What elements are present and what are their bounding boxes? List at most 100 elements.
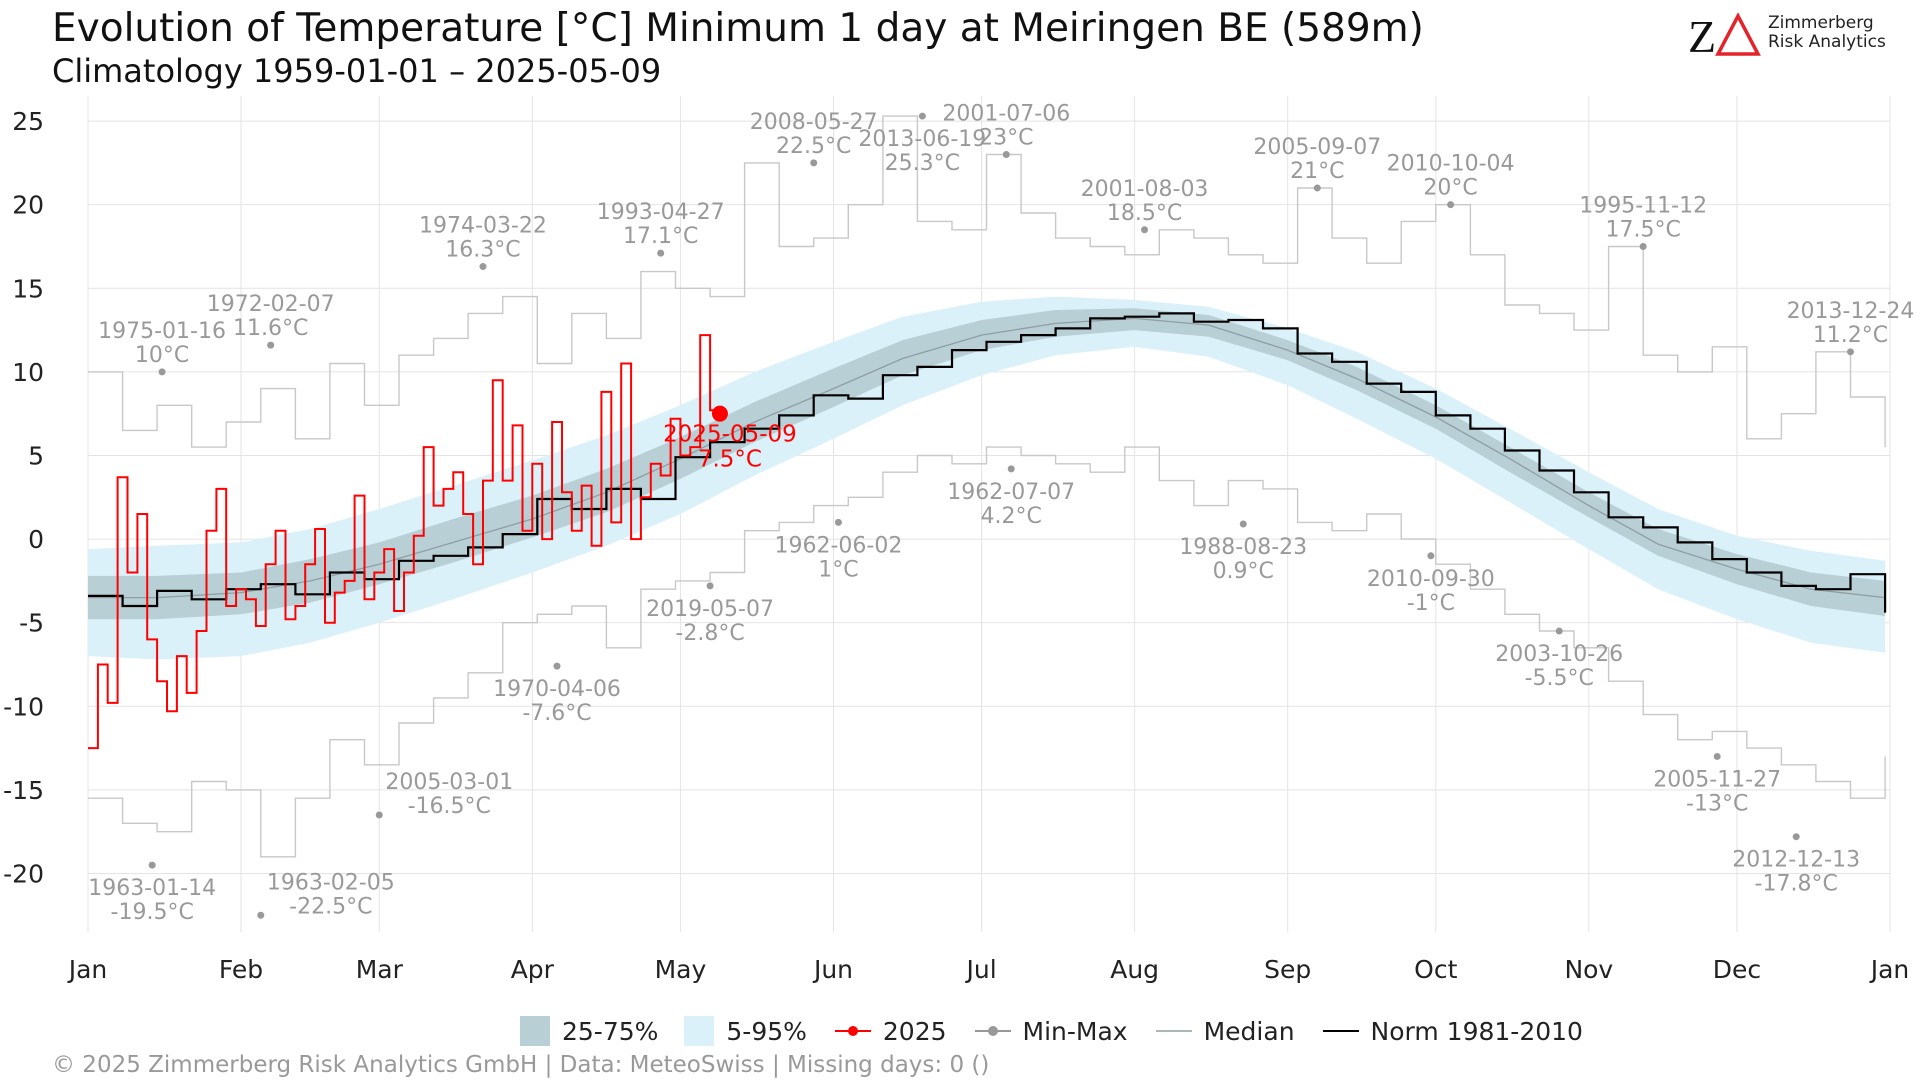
series-2025-last-date: 2025-05-09 [663,422,797,448]
min-max-series [88,115,1886,858]
record-date-label: 2010-09-30 [1367,567,1495,592]
legend-glyph-current [834,1026,871,1036]
record-date-label: 1995-11-12 [1579,193,1707,218]
band-5-95 [88,296,1886,660]
record-value-label: 23°C [979,126,1033,151]
series-2025-last-value: 7.5°C [698,447,762,473]
svg-text:Z: Z [1688,12,1716,58]
record-date-label: 2012-12-13 [1732,848,1860,873]
record-point [706,582,714,590]
y-tick-label: -15 [3,776,44,805]
y-tick-label: 10 [12,358,44,387]
x-tick-label: Jul [965,955,997,984]
y-tick-label: 0 [28,525,44,554]
record-point [1239,520,1247,528]
record-value-label: 0.9°C [1213,559,1274,584]
record-point [1713,752,1721,760]
legend-item-iqr: 25-75% [520,1016,658,1046]
record-point [257,911,265,919]
record-point [1007,465,1015,473]
record-value-label: 1°C [818,557,858,582]
chart-title: Evolution of Temperature [°C] Minimum 1 … [52,6,1424,51]
record-date-label: 2019-05-07 [646,597,774,622]
legend-glyph-norm [1322,1030,1359,1032]
record-date-label: 1962-06-02 [774,533,902,558]
record-value-label: 11.2°C [1813,323,1888,348]
record-date-label: 2005-11-27 [1653,767,1781,792]
record-date-label: 1963-02-05 [267,870,395,895]
y-tick-label: -20 [3,859,44,888]
record-value-label: 18.5°C [1107,201,1182,226]
record-point [1141,226,1149,234]
record-point [1002,151,1010,159]
record-date-label: 2008-05-27 [750,110,878,135]
record-date-label: 1975-01-16 [98,319,226,344]
y-tick-label: 25 [12,107,44,136]
record-value-label: 17.5°C [1605,217,1680,242]
y-tick-label: -5 [19,609,44,638]
record-point [1792,833,1800,841]
y-tick-label: 15 [12,274,44,303]
legend-label-median: Median [1203,1016,1295,1046]
record-point [1555,627,1563,635]
x-tick-label: Nov [1564,955,1613,984]
record-date-label: 2010-10-04 [1387,152,1515,177]
record-value-label: 21°C [1290,159,1344,184]
record-point [1847,348,1855,356]
x-tick-label: May [655,955,707,984]
record-value-label: -7.6°C [522,701,591,726]
legend-label-iqr: 25-75% [562,1016,659,1046]
record-value-label: -13°C [1686,791,1748,816]
record-point [375,811,383,819]
legend-glyph-median [1155,1030,1192,1032]
record-point [918,112,926,120]
series-lines: 2025-05-097.5°C [88,312,1887,750]
legend-label-norm: Norm 1981-2010 [1370,1016,1583,1046]
record-value-label: 16.3°C [445,238,520,263]
record-date-label: 2001-08-03 [1081,177,1209,202]
x-tick-label: Mar [356,955,404,984]
record-date-label: 1962-07-07 [947,480,1075,505]
record-date-label: 2013-12-24 [1787,299,1915,324]
record-value-label: 22.5°C [776,134,851,159]
record-value-label: 10°C [135,343,189,368]
legend-item-median: Median [1154,1017,1295,1046]
y-tick-label: 20 [12,191,44,220]
record-value-label: 17.1°C [623,224,698,249]
record-date-label: 1974-03-22 [419,214,547,239]
x-tick-label: Jan [1869,955,1910,984]
legend-swatch-p90 [684,1016,715,1046]
record-point [158,368,166,376]
record-point [1639,242,1647,250]
record-date-label: 1988-08-23 [1179,535,1307,560]
footer-credit: © 2025 Zimmerberg Risk Analytics GmbH | … [52,1052,990,1078]
legend-item-norm: Norm 1981-2010 [1321,1017,1583,1046]
legend-label-current: 2025 [882,1016,947,1046]
legend-label-minmax: Min-Max [1022,1016,1128,1046]
norm-line [88,312,1887,613]
x-tick-label: Jan [67,955,108,984]
record-point [553,662,561,670]
record-value-label: -22.5°C [289,894,372,919]
x-tick-label: Sep [1264,955,1311,984]
series-2025-line [88,334,721,750]
legend-swatch-iqr [520,1016,550,1046]
record-value-label: -2.8°C [675,621,744,646]
record-date-label: 1972-02-07 [207,292,335,317]
record-point [148,861,156,869]
record-date-label: 2005-09-07 [1253,135,1381,160]
x-tick-label: Jun [812,955,853,984]
record-value-label: 25.3°C [885,151,960,176]
record-point [657,249,665,257]
record-date-label: 2001-07-06 [942,102,1070,127]
chart-legend: 25-75% 5-95% 2025 Min-Max Median Norm 19… [520,1014,1609,1048]
record-value-label: -16.5°C [408,794,491,819]
record-point [834,518,842,526]
axis-labels: 25 20 15 10 5 0 -5 -10 -15 -20 Jan Feb Mar Apr May Jun J… [3,107,1909,984]
min-series-line [88,446,1886,858]
company-logo: Z Zimmerberg Risk Analytics [1688,10,1898,60]
grid [87,96,1891,932]
legend-item-p90: 5-95% [684,1016,807,1046]
